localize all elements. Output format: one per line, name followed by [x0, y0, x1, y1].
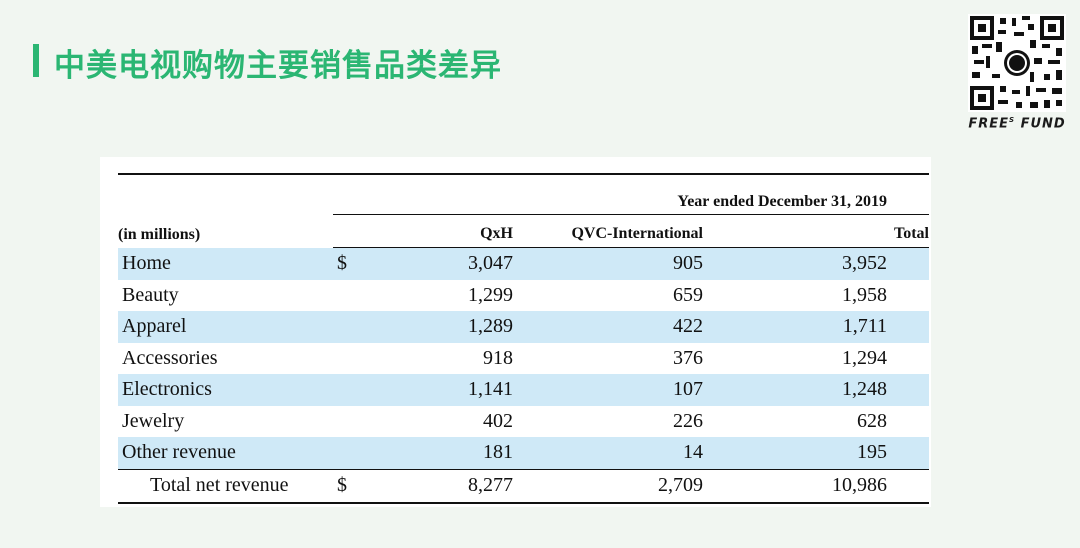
qr-code-icon — [968, 14, 1066, 112]
cell-value: 628 — [857, 409, 887, 432]
currency-symbol: $ — [333, 247, 363, 280]
cell-value: 195 — [703, 437, 929, 469]
row-label: Jewelry — [122, 409, 185, 432]
table-row: Beauty 1,299 659 1,958 — [118, 280, 929, 312]
currency-symbol — [333, 343, 363, 375]
revenue-table-card: Year ended December 31, 2019 (in million… — [100, 157, 931, 507]
unit-label: (in millions) — [118, 225, 201, 243]
cell-value: 107 — [513, 374, 703, 406]
cell-value: 2,709 — [513, 468, 703, 504]
cell-value: 1,248 — [703, 374, 929, 406]
row-label: Beauty — [122, 283, 179, 306]
cell-value: 918 — [483, 346, 513, 369]
table-row: Apparel 1,289 422 1,711 — [118, 311, 929, 343]
total-label: Total net revenue — [118, 468, 333, 504]
page-title: 中美电视购物主要销售品类差异 — [54, 48, 502, 84]
cell-value: 226 — [673, 409, 703, 432]
period-header: Year ended December 31, 2019 — [333, 175, 929, 215]
cell-value: 1,958 — [842, 283, 887, 306]
cell-value: 10,986 — [703, 468, 929, 504]
currency-symbol — [333, 311, 363, 343]
cell-value: 1,141 — [363, 374, 513, 406]
column-header-qvc-international: QVC-International — [513, 214, 703, 248]
table-row: Electronics 1,141 107 1,248 — [118, 374, 929, 406]
brand-wordmark: FREES FUND — [968, 116, 1066, 132]
total-row: Total net revenue $ 8,277 2,709 10,986 — [118, 468, 929, 504]
currency-symbol — [333, 437, 363, 469]
table-row: Other revenue 181 14 195 — [118, 437, 929, 469]
table-row: Jewelry 402 226 628 — [118, 406, 929, 438]
revenue-table: Year ended December 31, 2019 (in million… — [118, 173, 929, 504]
row-label: Electronics — [118, 374, 333, 406]
row-label: Accessories — [122, 346, 218, 369]
title-accent-bar — [33, 44, 39, 77]
cell-value: 1,289 — [363, 311, 513, 343]
cell-value: 1,299 — [468, 283, 513, 306]
table-row: Accessories 918 376 1,294 — [118, 343, 929, 375]
cell-value: 376 — [673, 346, 703, 369]
cell-value: 3,047 — [363, 247, 513, 280]
currency-symbol: $ — [333, 468, 363, 504]
currency-symbol — [333, 406, 363, 438]
cell-value: 659 — [673, 283, 703, 306]
cell-value: 1,711 — [703, 311, 929, 343]
column-header-qxh: QxH — [363, 214, 513, 248]
cell-value: 905 — [513, 247, 703, 280]
row-label: Apparel — [118, 311, 333, 343]
cell-value: 3,952 — [703, 247, 929, 280]
cell-value: 8,277 — [363, 468, 513, 504]
cell-value: 1,294 — [842, 346, 887, 369]
row-label: Home — [118, 247, 333, 280]
row-label: Other revenue — [118, 437, 333, 469]
cell-value: 422 — [513, 311, 703, 343]
currency-symbol — [333, 280, 363, 312]
table-row: Home $3,047 905 3,952 — [118, 247, 929, 280]
currency-symbol — [333, 374, 363, 406]
cell-value: 14 — [513, 437, 703, 469]
cell-value: 181 — [363, 437, 513, 469]
column-header-total: Total — [703, 214, 929, 248]
cell-value: 402 — [483, 409, 513, 432]
